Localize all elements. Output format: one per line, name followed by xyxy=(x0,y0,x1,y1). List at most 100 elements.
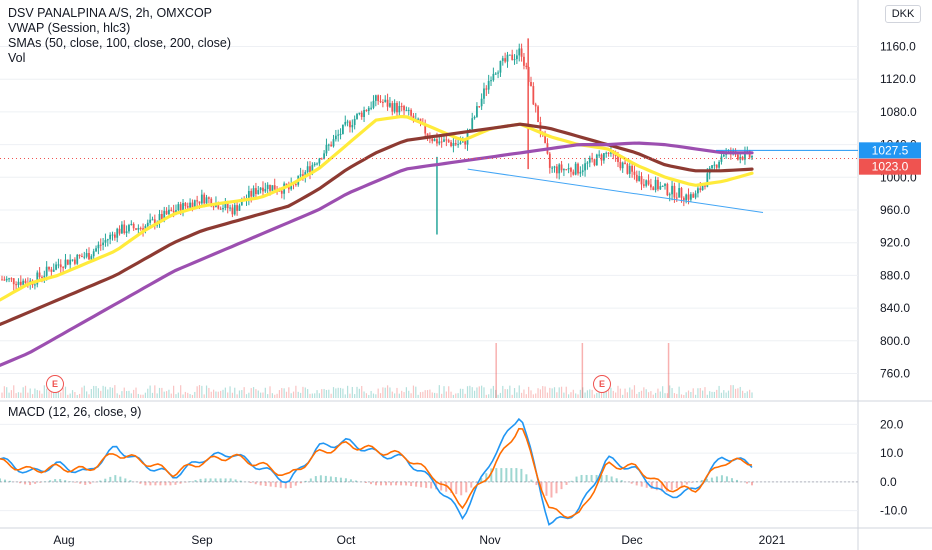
volume-bar xyxy=(384,387,386,398)
earnings-marker-1[interactable]: E xyxy=(46,375,64,393)
candle-body xyxy=(579,171,582,174)
indicator-smas[interactable]: SMAs (50, close, 100, close, 200, close) xyxy=(8,36,232,50)
candle-body xyxy=(353,118,356,125)
volume-bar xyxy=(739,386,741,398)
volume-bar xyxy=(3,386,5,398)
volume-bar xyxy=(666,393,668,398)
volume-bar xyxy=(398,393,400,398)
macd-histogram-bar xyxy=(545,481,548,496)
volume-bar xyxy=(570,392,572,398)
volume-bar xyxy=(304,387,306,398)
candle-body xyxy=(236,205,239,211)
volume-bar xyxy=(252,387,255,398)
macd-histogram-bar xyxy=(339,477,342,482)
volume-bar xyxy=(434,392,436,398)
macd-histogram-bar xyxy=(600,474,603,482)
indicator-vol[interactable]: Vol xyxy=(8,51,26,65)
candle-body xyxy=(57,264,60,266)
macd-histogram-bar xyxy=(364,481,367,483)
candle-body xyxy=(476,106,478,117)
volume-bar xyxy=(8,392,10,398)
volume-bar xyxy=(553,387,556,398)
macd-legend[interactable]: MACD (12, 26, close, 9) xyxy=(8,405,142,419)
volume-bar xyxy=(525,394,527,398)
macd-histogram-bar xyxy=(420,481,423,488)
macd-histogram-bar xyxy=(289,481,292,489)
candle-body xyxy=(640,176,643,185)
candle-body xyxy=(548,153,551,168)
candle-body xyxy=(81,256,83,258)
volume-bar xyxy=(137,393,139,398)
macd-histogram-bar xyxy=(455,481,458,495)
candle-body xyxy=(280,190,283,194)
candle-body xyxy=(631,165,633,172)
axes: 760.0800.0840.0880.0920.0960.01000.01040… xyxy=(53,40,921,547)
candle-body xyxy=(534,104,537,107)
candle-body xyxy=(459,142,462,145)
macd-histogram-bar xyxy=(555,481,558,494)
sma-line xyxy=(0,114,754,302)
indicator-vwap[interactable]: VWAP (Session, hlc3) xyxy=(8,21,131,35)
macd-histogram-bar xyxy=(329,476,332,482)
volume-bar xyxy=(121,391,123,398)
volume-bar xyxy=(535,393,537,398)
volume-bar xyxy=(241,390,243,398)
volume-bar xyxy=(445,391,447,398)
volume-bar xyxy=(60,392,62,398)
candle-body xyxy=(377,95,380,102)
macd-histogram-bar xyxy=(109,476,112,482)
volume-bar xyxy=(337,387,339,398)
candle-body xyxy=(558,164,561,174)
macd-histogram-bar xyxy=(595,474,598,482)
volume-bar xyxy=(358,388,360,398)
volume-bar xyxy=(316,390,318,398)
candle-body xyxy=(19,281,22,285)
candle-body xyxy=(123,224,126,234)
volume-bar xyxy=(288,387,290,398)
currency-button[interactable]: DKK xyxy=(885,5,921,23)
candle-body xyxy=(626,164,629,174)
volume-bar xyxy=(74,392,76,398)
candle-body xyxy=(567,168,570,170)
candle-body xyxy=(62,267,65,269)
volume-bar xyxy=(64,386,67,398)
volume-bar xyxy=(624,388,626,398)
volume-bar xyxy=(140,394,142,398)
macd-histogram-bar xyxy=(129,480,132,482)
volume-bar xyxy=(295,385,297,398)
volume-bar xyxy=(619,388,621,398)
candle-body xyxy=(327,144,330,146)
candle-body xyxy=(149,219,152,223)
volume-bar xyxy=(62,388,64,398)
volume-bar xyxy=(478,386,480,398)
candle-body xyxy=(374,95,377,101)
macd-histogram-bar xyxy=(274,481,277,488)
candle-body xyxy=(363,110,365,117)
candle-body xyxy=(450,142,452,147)
candle-body xyxy=(163,210,166,221)
volume-bar xyxy=(95,386,97,398)
candle-body xyxy=(273,185,276,190)
volume-bar xyxy=(516,392,518,398)
volume-bar xyxy=(335,388,337,398)
candle-body xyxy=(694,193,697,198)
candle-body xyxy=(365,110,368,112)
candle-body xyxy=(97,244,100,249)
candle-body xyxy=(744,151,746,160)
candle-body xyxy=(76,254,79,264)
volume-bar xyxy=(31,394,34,398)
candle-body xyxy=(680,188,683,198)
volume-bar xyxy=(643,387,645,398)
volume-bar xyxy=(631,389,633,398)
earnings-marker-2[interactable]: E xyxy=(593,375,611,393)
candle-body xyxy=(22,280,25,285)
volume-spike xyxy=(495,343,497,398)
volume-bar xyxy=(629,387,631,398)
volume-bar xyxy=(69,393,71,398)
volume-bar xyxy=(83,385,85,398)
candle-body xyxy=(443,139,445,142)
volume-bar xyxy=(723,390,725,398)
volume-bar xyxy=(215,391,217,398)
volume-bar xyxy=(189,394,191,398)
